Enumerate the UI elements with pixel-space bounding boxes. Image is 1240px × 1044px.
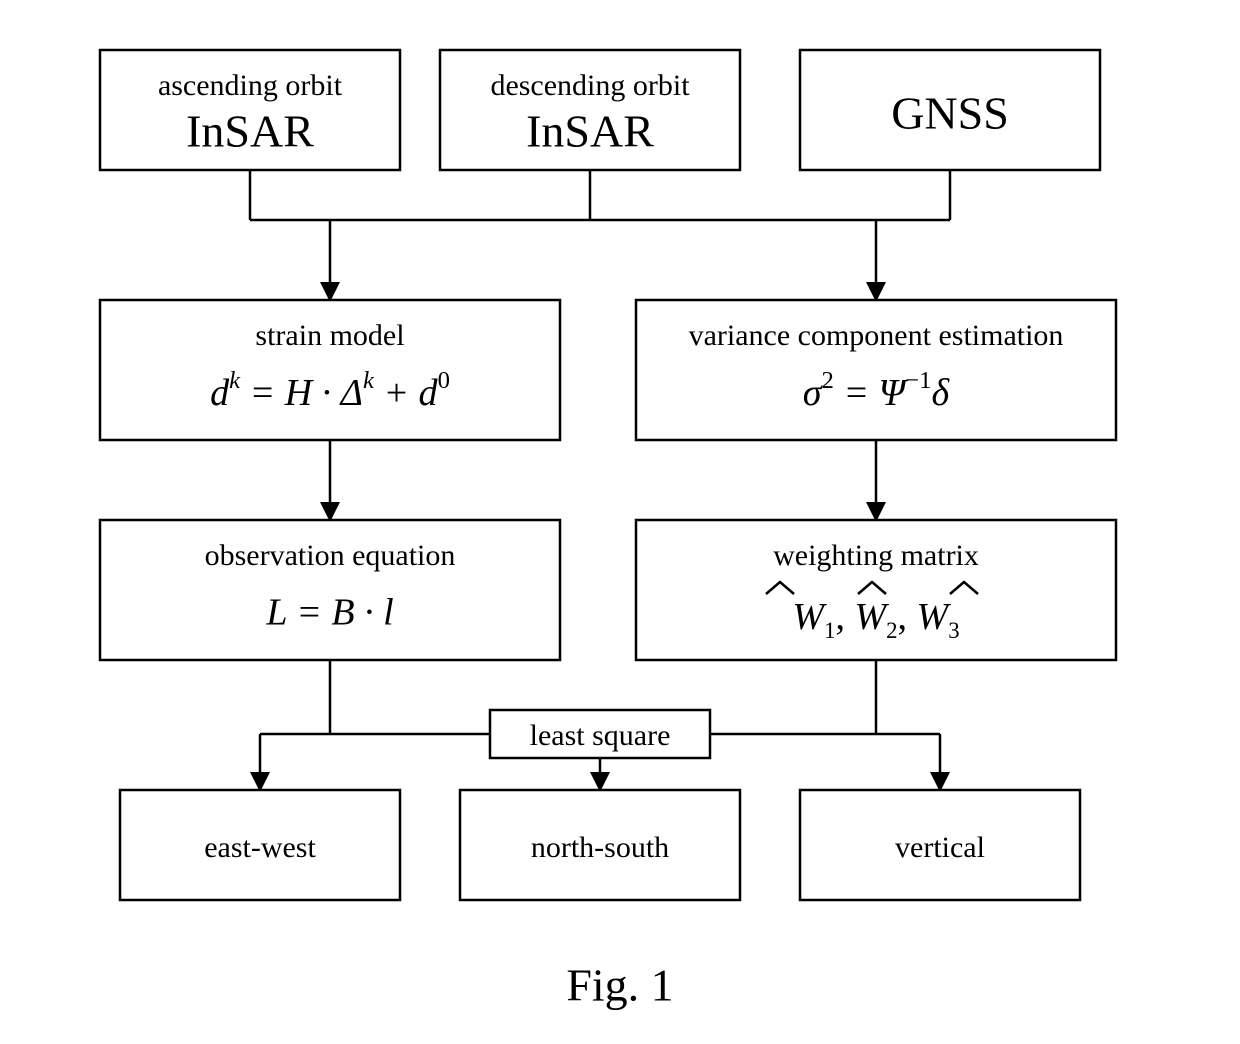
weighting-label: weighting matrix <box>773 539 979 572</box>
node-east-west: east-west <box>120 790 400 900</box>
node-north-south: north-south <box>460 790 740 900</box>
variance-label: variance component estimation <box>689 319 1064 352</box>
insar-label-asc: InSAR <box>186 106 314 157</box>
node-gnss: GNSS <box>800 50 1100 170</box>
node-descending-insar: descending orbit InSAR <box>440 50 740 170</box>
insar-label-desc: InSAR <box>526 106 654 157</box>
east-west-label: east-west <box>204 831 316 864</box>
ascending-orbit-label: ascending orbit <box>158 69 343 102</box>
north-south-label: north-south <box>531 831 669 864</box>
strain-model-equation: dk = H · Δk + d0 <box>210 367 450 414</box>
vertical-label: vertical <box>895 831 985 864</box>
observation-label: observation equation <box>205 539 456 572</box>
descending-orbit-label: descending orbit <box>490 69 690 102</box>
node-weighting-matrix: weighting matrix W1, W2, W3 <box>636 520 1116 660</box>
node-ascending-insar: ascending orbit InSAR <box>100 50 400 170</box>
node-least-square: least square <box>490 710 710 758</box>
least-square-label: least square <box>530 719 671 752</box>
node-vertical: vertical <box>800 790 1080 900</box>
node-variance-component: variance component estimation σ2 = Ψ−1δ <box>636 300 1116 440</box>
figure-caption: Fig. 1 <box>566 960 673 1011</box>
gnss-label: GNSS <box>891 88 1009 139</box>
node-observation-equation: observation equation L = B · l <box>100 520 560 660</box>
strain-model-label: strain model <box>255 319 404 352</box>
node-strain-model: strain model dk = H · Δk + d0 <box>100 300 560 440</box>
observation-equation: L = B · l <box>265 592 393 634</box>
weighting-equation: W1, W2, W3 <box>792 596 959 643</box>
